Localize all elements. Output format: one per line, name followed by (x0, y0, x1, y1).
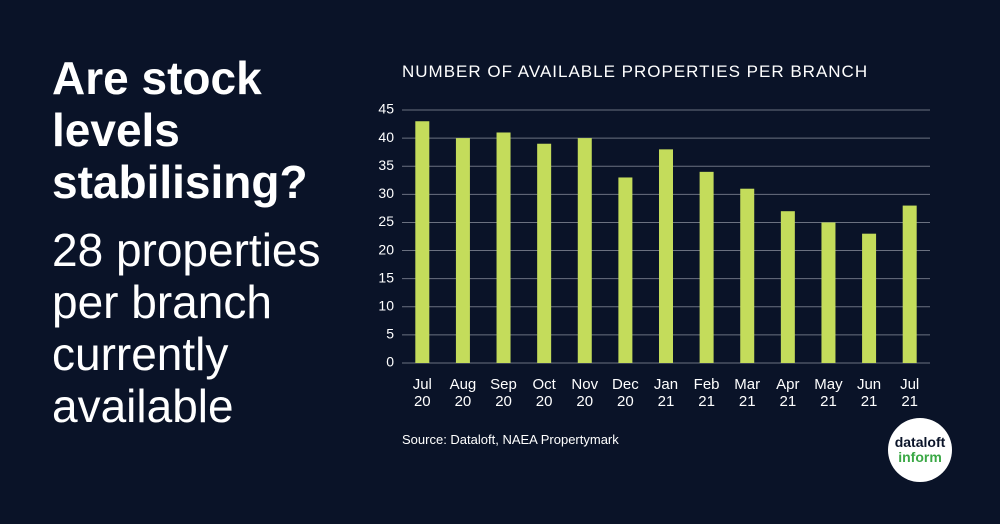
y-tick-label: 30 (378, 185, 394, 201)
y-tick-label: 45 (378, 101, 394, 117)
bar (780, 211, 795, 363)
y-tick-label: 0 (386, 354, 394, 370)
subheadline: 28 properties per branch currently avail… (52, 224, 321, 432)
x-tick-label: Jun 21 (856, 376, 882, 410)
x-tick-label: Jan 21 (653, 376, 679, 410)
source: Source: Dataloft, NAEA Propertymark (402, 432, 619, 447)
x-tick-label: Oct 20 (532, 376, 556, 410)
x-tick-label: Aug 20 (449, 376, 477, 410)
bar (821, 222, 836, 363)
logo-text: dataloft (894, 434, 946, 450)
bar (496, 132, 511, 363)
bar (902, 205, 917, 363)
x-tick-label: Jul 21 (900, 376, 920, 410)
x-tick-label: Dec 20 (612, 376, 639, 410)
y-tick-label: 5 (386, 326, 394, 342)
x-tick-label: Feb 21 (693, 376, 720, 410)
x-tick-label: Nov 20 (571, 376, 599, 410)
bar (455, 138, 470, 363)
headline: Are stock levels stabilising? (52, 52, 308, 208)
x-tick-label: May 21 (814, 376, 843, 410)
y-tick-label: 15 (378, 269, 394, 285)
bar (618, 177, 633, 363)
chart-title: NUMBER OF AVAILABLE PROPERTIES PER BRANC… (402, 62, 869, 81)
bar (415, 121, 430, 363)
x-tick-label: Sep 20 (490, 376, 517, 410)
x-tick-label: Jul 20 (412, 376, 432, 410)
x-tick-label: Apr 21 (776, 376, 800, 410)
y-tick-label: 10 (378, 297, 394, 313)
bar (577, 138, 592, 363)
logo: dataloft inform (888, 418, 952, 482)
logo-text: inform (898, 449, 942, 465)
bar (740, 188, 755, 363)
bar (699, 171, 714, 363)
bar (537, 143, 552, 363)
bar (659, 149, 673, 363)
y-tick-label: 20 (378, 241, 394, 257)
x-tick-label: Mar 21 (734, 376, 761, 410)
y-tick-label: 25 (378, 213, 394, 229)
y-tick-label: 40 (378, 129, 394, 145)
bar (862, 233, 877, 363)
y-tick-label: 35 (378, 157, 394, 173)
